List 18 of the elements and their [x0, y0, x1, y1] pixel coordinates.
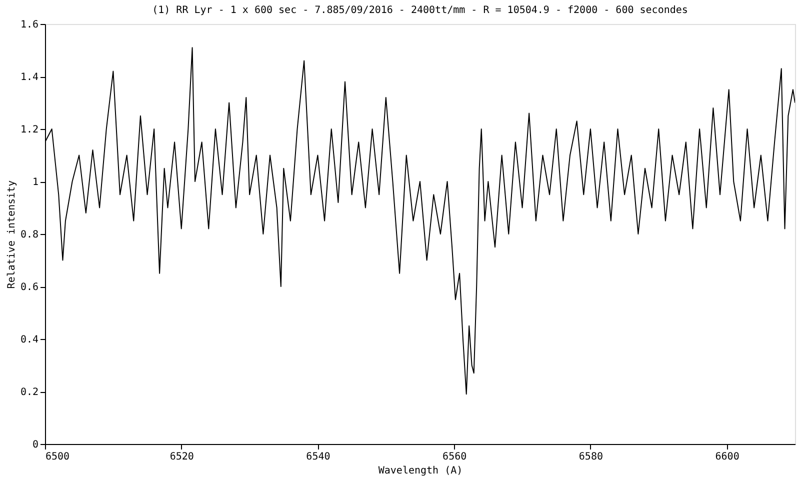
y-tick-label: 0.4	[20, 334, 38, 346]
y-tick-label: 0.6	[20, 282, 38, 293]
x-tick-label: 6600	[715, 452, 740, 462]
y-tick-label: 1.4	[20, 72, 38, 83]
y-axis-title: Relative intensity	[6, 180, 18, 289]
x-tick-label: 6540	[306, 452, 330, 462]
y-tick-label: 1.2	[20, 124, 38, 136]
x-tick-label: 6580	[578, 452, 603, 462]
y-tick-label: 1	[32, 177, 38, 188]
y-tick-label: 0	[32, 440, 38, 450]
x-tick-label: 6520	[170, 452, 194, 462]
x-tick-label: 6500	[46, 452, 70, 462]
y-tick-label: 0.8	[20, 230, 38, 240]
y-tick-label: 0.2	[20, 387, 38, 398]
x-tick-label: 6560	[442, 452, 467, 462]
y-tick-label: 1.6	[20, 20, 38, 30]
x-axis-title: Wavelength (A)	[378, 466, 463, 476]
chart-title: (1) RR Lyr - 1 x 600 sec - 7.885/09/2016 - 2400tt/mm - R = 10504.9 - f2000 - 600 secondes	[152, 5, 688, 16]
